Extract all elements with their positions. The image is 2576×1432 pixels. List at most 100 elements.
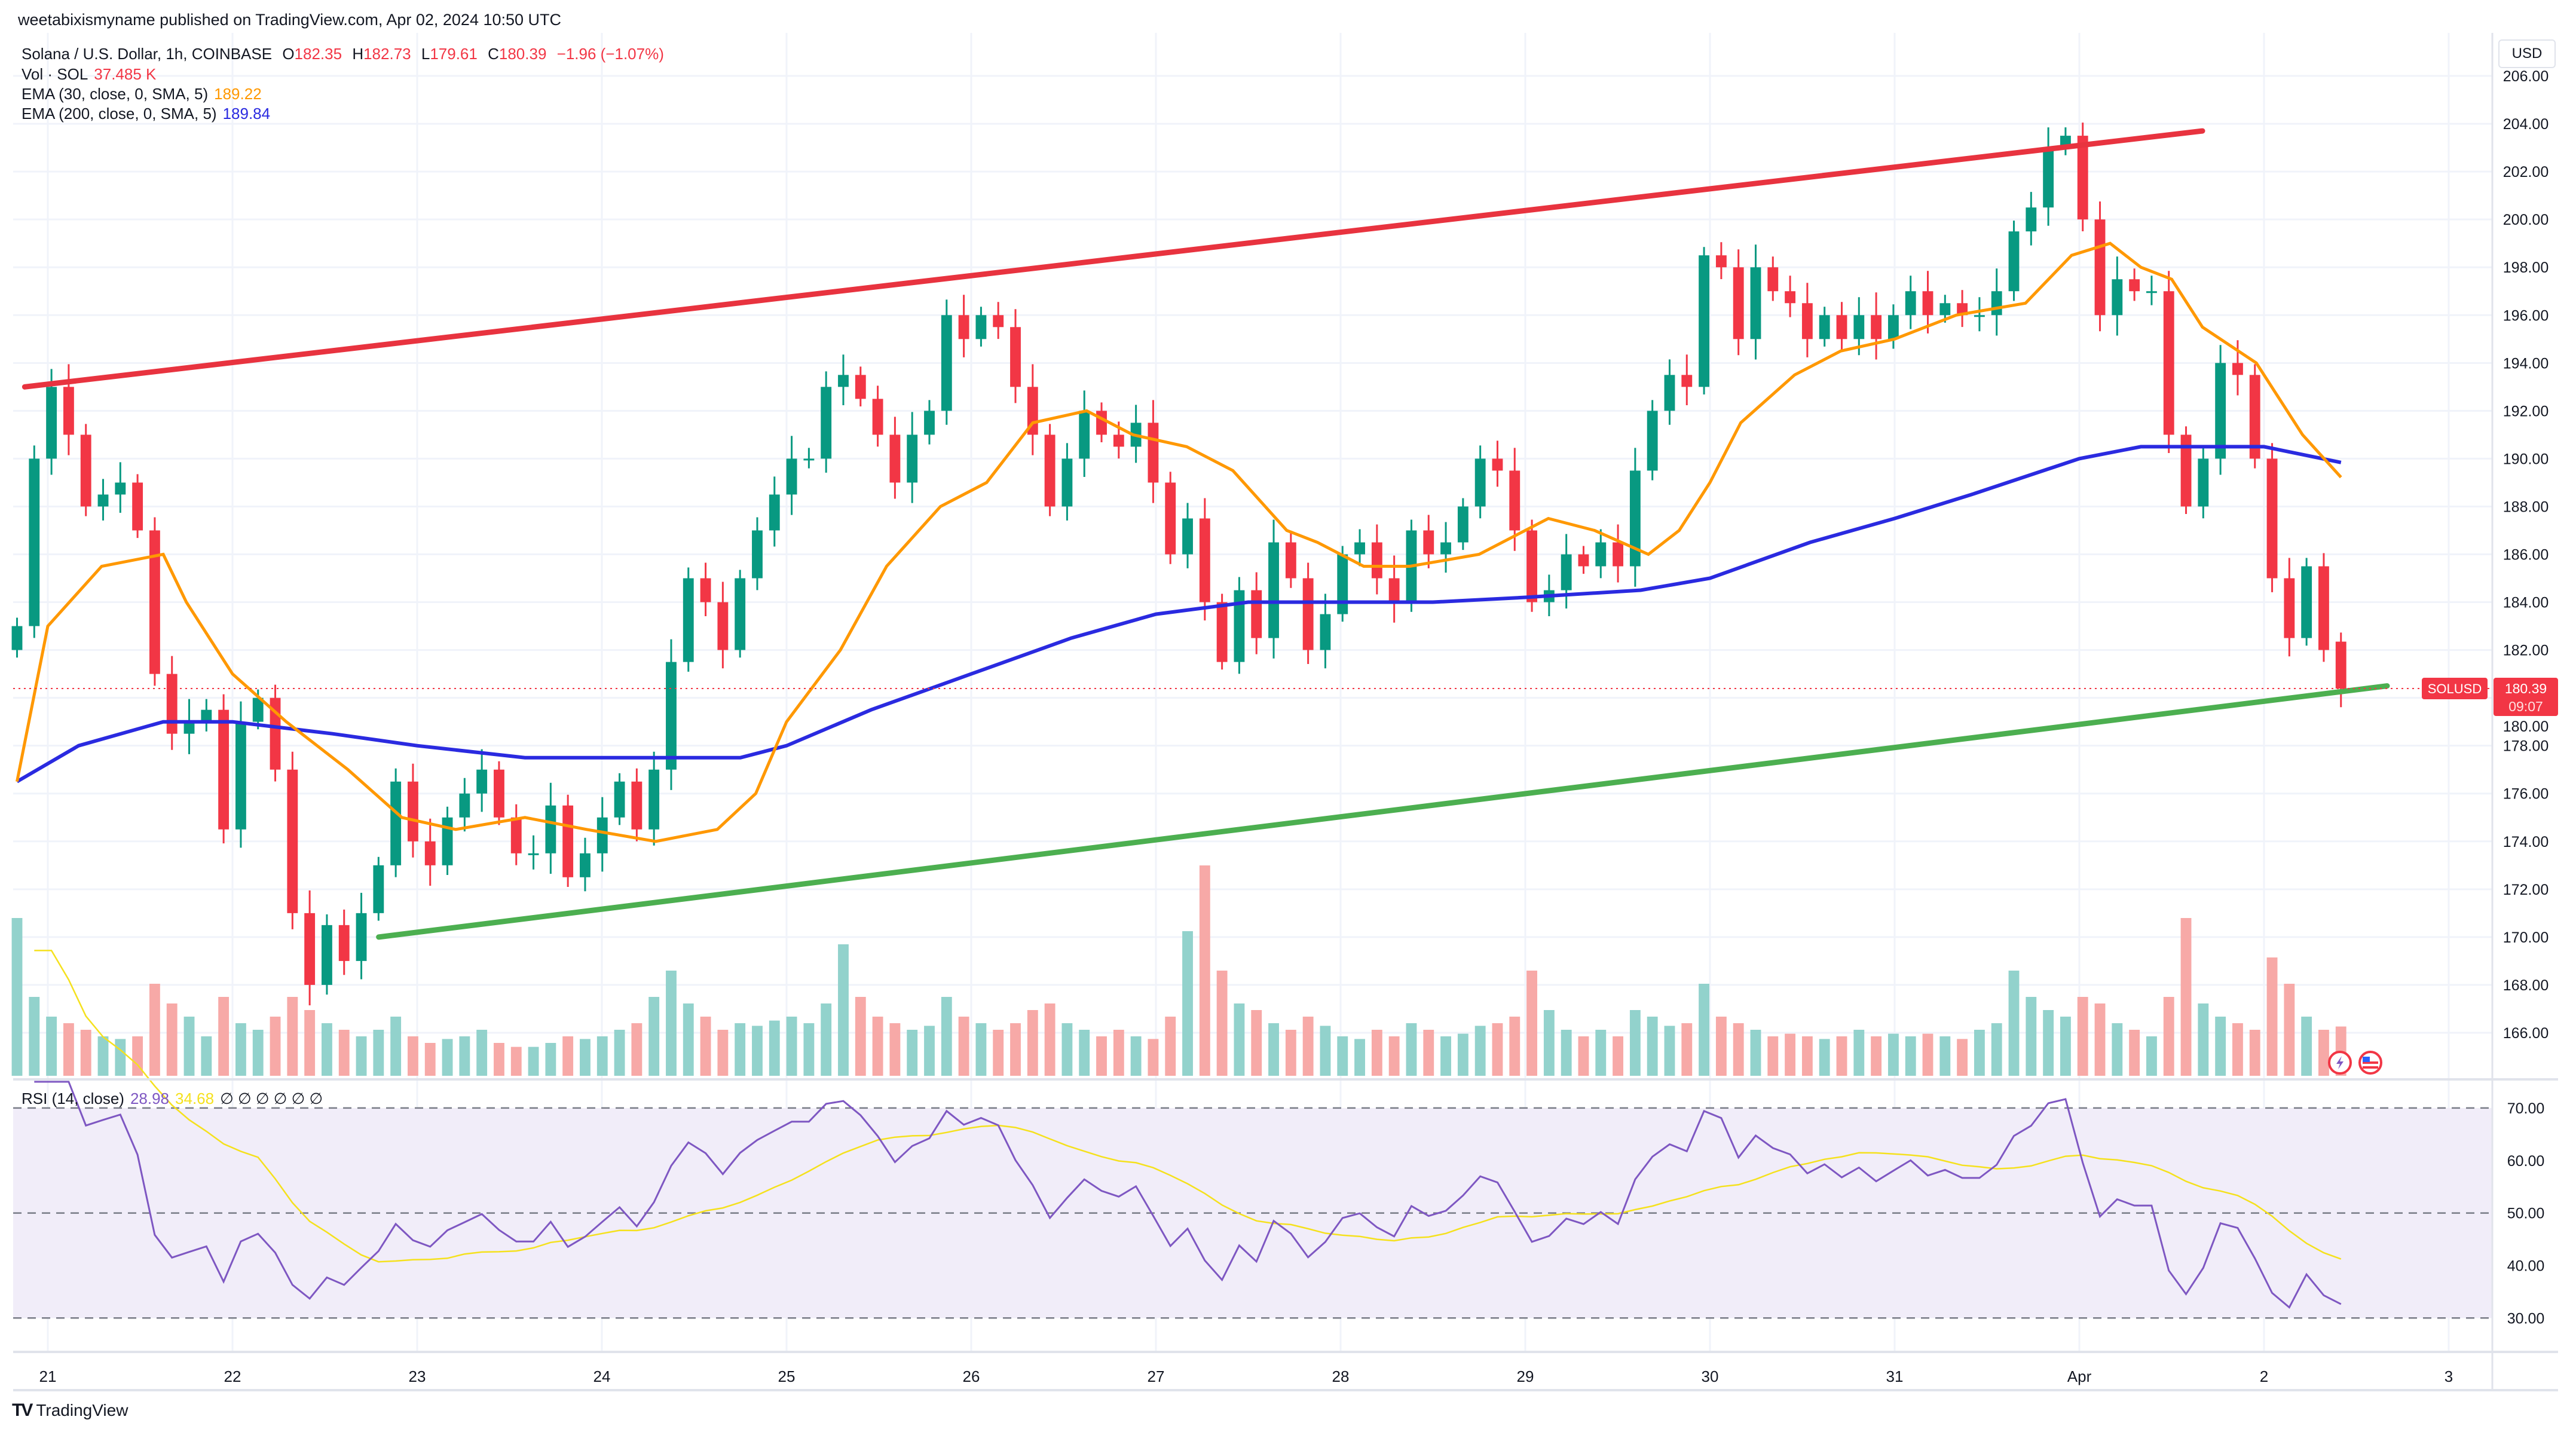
candle-body xyxy=(2180,435,2192,507)
price-tick-label: 204.00 xyxy=(2503,116,2549,133)
candle xyxy=(1096,402,1107,442)
volume-bar xyxy=(2284,984,2295,1076)
volume-bar xyxy=(1199,865,1210,1076)
candle-body xyxy=(1578,554,1589,567)
rsi-axis[interactable]: 70.00 60.00 50.00 40.00 30.00 xyxy=(2507,1100,2545,1327)
volume-bar xyxy=(855,997,866,1076)
candle xyxy=(1785,276,1796,317)
candle-body xyxy=(1801,303,1813,339)
candle-body xyxy=(975,315,987,339)
lightning-icon[interactable] xyxy=(2328,1051,2352,1075)
candle xyxy=(2301,558,2312,646)
candle xyxy=(1148,400,1159,503)
candle-body xyxy=(494,769,504,818)
candle-body xyxy=(29,458,40,626)
candle xyxy=(166,656,178,750)
price-tick-label: 178.00 xyxy=(2503,738,2549,755)
candle xyxy=(80,424,91,516)
volume-bar xyxy=(252,1030,264,1076)
tradingview-logo[interactable]: TV TradingView xyxy=(12,1402,128,1419)
ohlc-low: L179.61 xyxy=(421,45,478,63)
ohlc-open: O182.35 xyxy=(282,45,342,63)
candle-body xyxy=(769,494,780,531)
volume-bar xyxy=(1044,1003,1056,1076)
volume-bar xyxy=(1853,1030,1865,1076)
candle xyxy=(1354,529,1365,567)
candle xyxy=(29,445,40,638)
candle-body xyxy=(1371,542,1382,579)
us-flag-icon[interactable] xyxy=(2358,1051,2382,1075)
volume-bar xyxy=(1715,1017,1727,1076)
volume-bar xyxy=(1113,1030,1124,1076)
volume-bar xyxy=(442,1039,453,1076)
symbol-title[interactable]: Solana / U.S. Dollar, 1h, COINBASE xyxy=(22,45,273,63)
price-tick-label: 200.00 xyxy=(2503,212,2549,228)
candle-body xyxy=(2215,363,2226,459)
bar-countdown: 09:07 xyxy=(2508,699,2543,714)
volume-bar xyxy=(580,1039,591,1076)
candle-body xyxy=(1061,458,1073,507)
volume-bar xyxy=(1182,931,1193,1076)
volume-bar xyxy=(1629,1010,1641,1076)
volume-bar xyxy=(1251,1010,1262,1076)
candle xyxy=(1871,292,1882,360)
trendlines[interactable] xyxy=(22,128,2390,940)
candle xyxy=(528,835,539,870)
candle-body xyxy=(1819,315,1830,339)
rsi-legend[interactable]: RSI (14, close) 28.98 34.68 ∅ ∅ ∅ ∅ ∅ ∅ xyxy=(22,1090,329,1107)
volume-bar xyxy=(2198,1003,2209,1076)
volume-bar xyxy=(1354,1039,1365,1076)
volume-bar xyxy=(2060,1017,2071,1076)
candle-body xyxy=(373,865,384,913)
candle xyxy=(1699,247,1710,394)
candle xyxy=(115,462,126,513)
volume-bar xyxy=(2077,997,2088,1076)
volume-bar xyxy=(1027,1010,1038,1076)
candle xyxy=(1251,572,1262,654)
volume-bar xyxy=(1320,1026,1331,1076)
candle-body xyxy=(1836,315,1847,339)
volume-bar xyxy=(1647,1017,1658,1076)
candle-body xyxy=(1526,530,1537,602)
volume-legend[interactable]: Vol · SOL 37.485 K xyxy=(22,65,162,83)
candle-body xyxy=(2008,231,2020,292)
volume-bar xyxy=(1165,1017,1176,1076)
time-axis[interactable]: 21 22 23 24 25 26 27 28 29 30 31 Apr 2 3 xyxy=(39,1367,2453,1385)
candle xyxy=(442,806,453,876)
candle-body xyxy=(252,697,264,722)
candle-body xyxy=(1871,315,1882,339)
volume-bar xyxy=(356,1036,367,1076)
volume-bar xyxy=(1991,1023,2002,1076)
candle-body xyxy=(1251,590,1262,638)
volume-bar xyxy=(1388,1036,1400,1076)
candle-body xyxy=(2112,279,2123,316)
volume-bar xyxy=(1767,1036,1779,1076)
volume-bar xyxy=(2266,957,2278,1076)
candle-body xyxy=(786,458,797,495)
candle-body xyxy=(1939,303,1951,316)
candle xyxy=(1750,244,1761,360)
candle xyxy=(270,684,281,782)
volume-bar xyxy=(132,1036,143,1076)
price-axis[interactable]: 206.00 204.00 202.00 200.00 198.00 196.00 194.… xyxy=(2503,68,2549,1042)
candle-body xyxy=(1750,267,1761,339)
volume-bar xyxy=(2008,971,2020,1076)
candle-body xyxy=(666,662,677,770)
candle xyxy=(356,892,367,980)
ema200-legend[interactable]: EMA (200, close, 0, SMA, 5) 189.84 xyxy=(22,105,276,123)
volume-bar xyxy=(149,984,160,1076)
ema30-legend[interactable]: EMA (30, close, 0, SMA, 5) 189.22 xyxy=(22,85,268,103)
candles xyxy=(11,123,2346,1006)
time-tick-label: 22 xyxy=(224,1367,241,1385)
volume-bar xyxy=(2301,1017,2312,1076)
volume-bar xyxy=(700,1017,711,1076)
volume-bar xyxy=(287,997,298,1076)
candle-body xyxy=(2318,566,2329,650)
currency-button[interactable]: USD xyxy=(2498,39,2556,68)
volume-bar xyxy=(2249,1030,2260,1076)
volume-bar xyxy=(1337,1036,1348,1076)
candle-body xyxy=(838,375,849,387)
candle xyxy=(872,385,883,447)
volume-bar xyxy=(1371,1030,1382,1076)
